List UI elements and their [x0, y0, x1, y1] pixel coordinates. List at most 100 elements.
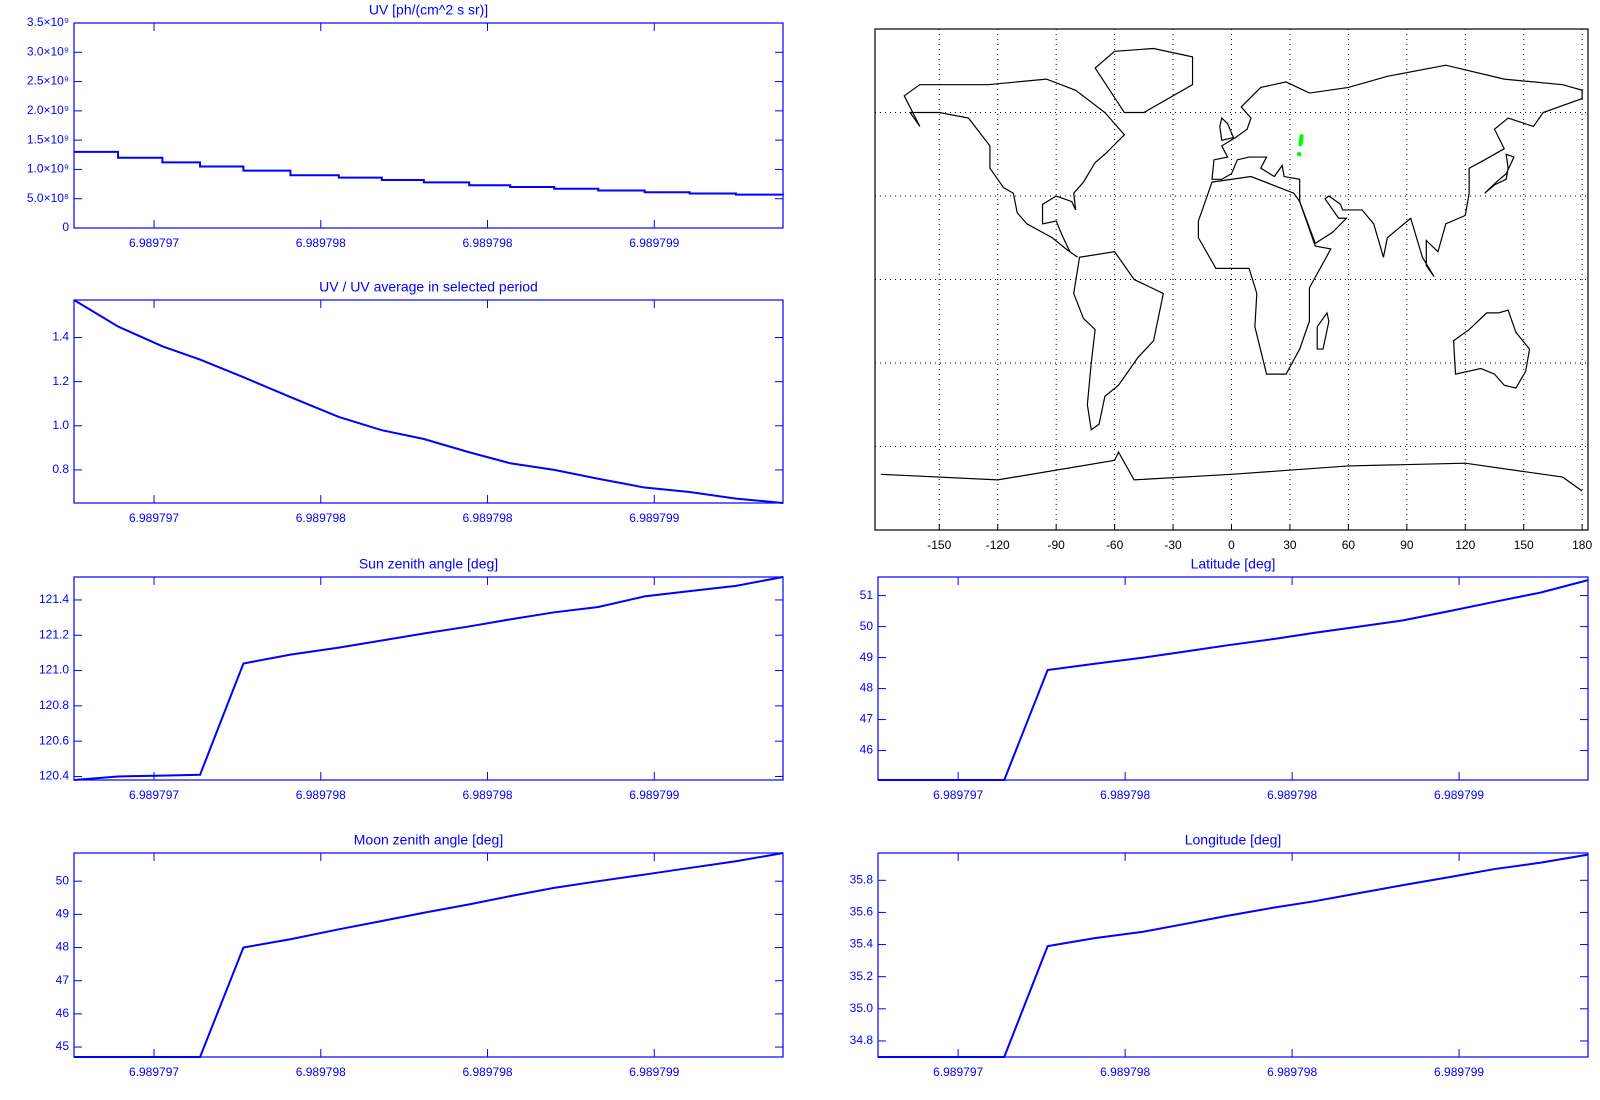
chart-title: UV [ph/(cm^2 s sr)] [369, 2, 488, 18]
x-tick-label: 6.989799 [629, 1065, 679, 1079]
y-tick-label: 47 [860, 712, 874, 726]
x-tick-label: 6.989797 [129, 511, 179, 525]
x-tick-label: 6.989797 [129, 788, 179, 802]
panel: -150 -120 -90 -60 -30 0 30 60 90 120 150 180 [874, 28, 1592, 552]
chart-title: Latitude [deg] [1191, 556, 1276, 572]
x-tick-label: 60 [1342, 538, 1356, 552]
y-tick-label: 3.5×10⁹ [27, 15, 69, 29]
x-tick-label: -30 [1164, 538, 1182, 552]
x-tick-label: 120 [1455, 538, 1475, 552]
y-tick-label: 47 [56, 973, 70, 987]
continents [881, 49, 1582, 491]
plot-frame [877, 852, 1589, 1058]
y-tick-label: 1.0×10⁹ [27, 162, 69, 176]
y-tick-label: 1.2 [52, 374, 69, 388]
y-tick-label: 121.4 [39, 592, 69, 606]
chart-title: UV / UV average in selected period [319, 279, 538, 295]
plot-frame [73, 22, 784, 229]
track-point [1297, 152, 1302, 157]
x-tick-label: 6.989799 [629, 511, 679, 525]
data-line [74, 150, 784, 196]
y-tick-label: 35.4 [850, 937, 874, 951]
y-tick-label: 2.0×10⁹ [27, 103, 69, 117]
x-tick-label: 0 [1228, 538, 1235, 552]
plot-frame [73, 299, 784, 504]
x-tick-label: 6.989799 [629, 236, 679, 250]
panel: Longitude [deg] 6.989797 6.989798 6.989798 6… [850, 832, 1589, 1079]
x-tick-label: 6.989799 [1434, 1065, 1484, 1079]
north-america [904, 79, 1124, 257]
data-line [73, 299, 784, 504]
y-tick-label: 49 [56, 907, 70, 921]
x-tick-label: 6.989799 [1434, 788, 1484, 802]
y-tick-label: 35.0 [850, 1001, 874, 1015]
x-tick-label: 6.989798 [462, 1065, 512, 1079]
greenland [1095, 49, 1192, 113]
data-line [74, 852, 784, 1058]
y-tick-label: 50 [860, 619, 874, 633]
australia [1454, 310, 1530, 388]
x-tick-label: 6.989798 [1267, 788, 1317, 802]
x-tick-label: 6.989799 [629, 788, 679, 802]
y-tick-label: 35.2 [850, 969, 874, 983]
y-tick-label: 1.4 [52, 330, 69, 344]
x-tick-label: 6.989798 [1267, 1065, 1317, 1079]
y-tick-label: 35.8 [850, 872, 874, 886]
x-tick-label: -150 [927, 538, 951, 552]
y-tick-label: 5.0×10⁸ [27, 191, 69, 205]
panel: Latitude [deg] 6.989797 6.989798 6.989798 6.… [860, 556, 1589, 802]
data-line [878, 579, 1589, 781]
y-tick-label: 48 [860, 681, 874, 695]
y-tick-label: 120.6 [39, 733, 69, 747]
x-tick-label: -120 [986, 538, 1010, 552]
x-tick-label: 30 [1283, 538, 1297, 552]
x-tick-label: -60 [1106, 538, 1124, 552]
plot-frame [73, 576, 784, 781]
antarctica [881, 452, 1582, 491]
data-line [73, 576, 784, 781]
data-line [878, 853, 1589, 1058]
y-tick-label: 51 [860, 588, 874, 602]
y-tick-label: 46 [860, 743, 874, 757]
x-tick-label: 6.989798 [462, 511, 512, 525]
y-tick-label: 48 [56, 940, 70, 954]
plot-frame [877, 576, 1589, 781]
y-tick-label: 120.8 [39, 698, 69, 712]
chart-title: Moon zenith angle [deg] [354, 832, 503, 848]
track-point [1299, 134, 1304, 139]
x-tick-label: 6.989798 [296, 511, 346, 525]
panel: UV / UV average in selected period 6.9897… [52, 279, 784, 525]
x-tick-label: 6.989797 [933, 788, 983, 802]
chart-title: Longitude [deg] [1185, 832, 1282, 848]
south-america [1074, 252, 1164, 430]
plot-frame [73, 852, 784, 1058]
y-tick-label: 1.5×10⁹ [27, 132, 69, 146]
y-tick-label: 0 [62, 220, 69, 234]
x-tick-label: 90 [1400, 538, 1414, 552]
y-tick-label: 121.2 [39, 627, 69, 641]
x-tick-label: -90 [1048, 538, 1066, 552]
x-tick-label: 6.989797 [129, 236, 179, 250]
y-tick-label: 1.0 [52, 418, 69, 432]
x-tick-label: 6.989798 [1100, 788, 1150, 802]
y-tick-label: 34.8 [850, 1033, 874, 1047]
x-tick-label: 6.989797 [933, 1065, 983, 1079]
panel: Sun zenith angle [deg] 6.989797 6.989798 6.… [39, 556, 784, 802]
y-tick-label: 0.8 [52, 462, 69, 476]
britain [1220, 118, 1234, 140]
y-tick-label: 45 [56, 1039, 70, 1053]
x-tick-label: 6.989798 [1100, 1065, 1150, 1079]
africa [1198, 177, 1330, 375]
madagascar [1317, 313, 1329, 349]
y-tick-label: 46 [56, 1006, 70, 1020]
panel: UV [ph/(cm^2 s sr)] 6.989797 6.989798 6.989… [27, 2, 784, 250]
y-tick-label: 2.5×10⁹ [27, 74, 69, 88]
japan [1485, 154, 1514, 193]
x-tick-label: 6.989798 [462, 788, 512, 802]
chart-title: Sun zenith angle [deg] [359, 556, 498, 572]
panel: Moon zenith angle [deg] 6.989797 6.989798 6… [56, 832, 784, 1079]
y-tick-label: 50 [56, 873, 70, 887]
x-tick-label: 6.989798 [296, 1065, 346, 1079]
